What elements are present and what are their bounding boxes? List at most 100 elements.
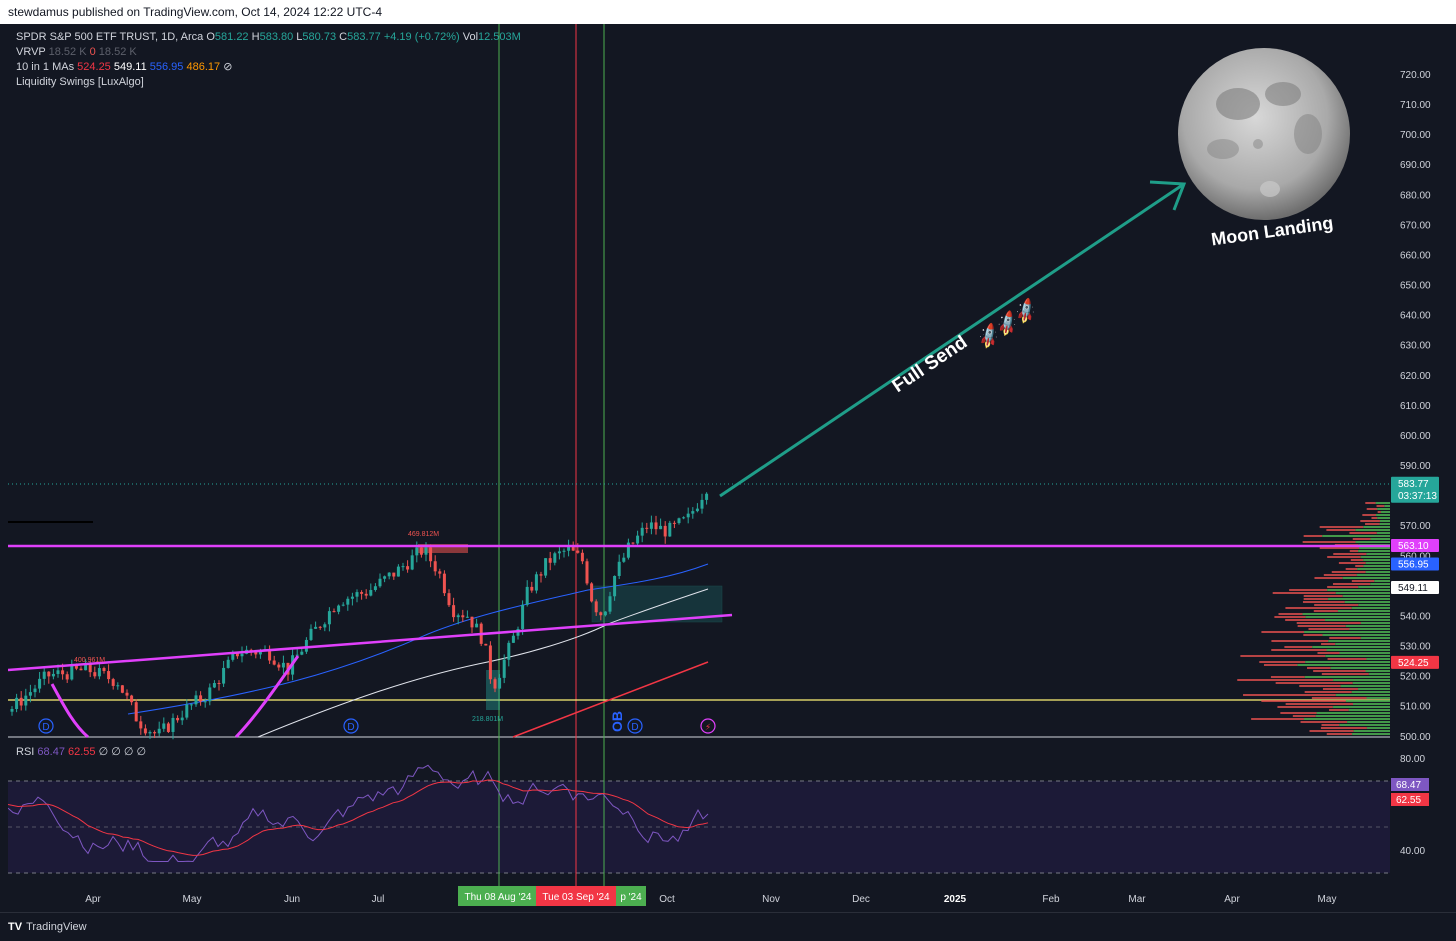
vp-bar-buy — [1344, 601, 1390, 603]
candle-body — [65, 674, 69, 680]
candle-body — [19, 697, 23, 706]
vp-bar-buy — [1327, 598, 1390, 600]
vp-bar-buy — [1365, 670, 1390, 672]
vp-bar-buy — [1380, 511, 1390, 513]
vol-label-c: 218.801M — [472, 716, 503, 723]
candle-body — [277, 664, 281, 668]
candle-body — [613, 575, 617, 597]
candle-body — [143, 728, 147, 734]
candle-body — [369, 590, 373, 596]
candle-body — [387, 572, 391, 577]
publisher-bar: stewdamus published on TradingView.com, … — [0, 0, 1456, 24]
candle-body — [507, 642, 511, 660]
candle-body — [544, 558, 548, 576]
full-send-label: Full Send — [889, 332, 972, 397]
vp-bar-buy — [1345, 625, 1390, 627]
footer: TV TradingView — [0, 912, 1456, 941]
candle-body — [208, 687, 212, 702]
price-tick: 500.00 — [1400, 732, 1431, 743]
candle-body — [258, 650, 262, 655]
candle-body — [571, 545, 575, 551]
vp-bar-sell — [1243, 694, 1336, 696]
candle-body — [493, 679, 497, 689]
candle-body — [203, 701, 207, 703]
currency-button[interactable]: USD — [1395, 27, 1445, 49]
vp-bar-buy — [1345, 700, 1390, 702]
candle-body — [111, 679, 115, 686]
vol-label-a: 469.812M — [408, 531, 439, 538]
vp-bar-sell — [1240, 655, 1326, 657]
vp-bar-sell — [1349, 550, 1359, 552]
vp-bar-buy — [1370, 583, 1390, 585]
candle-body — [498, 677, 502, 689]
vp-bar-buy — [1348, 709, 1390, 711]
candle-body — [488, 645, 492, 680]
candle-body — [148, 732, 152, 734]
candle-body — [364, 593, 368, 596]
candle-body — [327, 611, 331, 625]
tradingview-logo: TV TradingView — [8, 913, 87, 941]
price-badge-text: 549.11 — [1398, 583, 1428, 594]
dividend-d-3: D — [631, 722, 638, 733]
price-badge — [1391, 538, 1439, 552]
vp-bar-sell — [1331, 571, 1366, 573]
candle-body — [171, 717, 175, 732]
vp-bar-sell — [1327, 556, 1361, 558]
candle-body — [562, 550, 566, 552]
vp-bar-sell — [1285, 703, 1353, 705]
candle-body — [189, 704, 193, 706]
chart-area[interactable]: Moon Landing Full Send 🚀🚀🚀 OB D D D ⚡ 46… — [7, 24, 1390, 910]
legend-symbol: SPDR S&P 500 ETF TRUST, 1D, Arca — [16, 31, 204, 43]
vp-bar-sell — [1300, 721, 1348, 723]
vp-bar-buy — [1359, 547, 1390, 549]
candle-body — [116, 685, 120, 687]
candle-body — [341, 604, 345, 606]
vp-bar-buy — [1358, 586, 1390, 588]
candle-body — [548, 558, 552, 563]
candle-body — [534, 574, 538, 591]
candle-body — [235, 652, 239, 657]
vp-bar-sell — [1309, 730, 1354, 732]
vp-bar-sell — [1320, 727, 1367, 729]
candle-body — [424, 547, 428, 555]
candle-body — [585, 561, 589, 584]
arc-right — [234, 655, 300, 739]
vp-bar-sell — [1313, 610, 1338, 612]
vp-bar-sell — [1308, 628, 1350, 630]
candle-body — [410, 555, 414, 570]
candle-body — [525, 586, 529, 605]
vp-bar-sell — [1285, 607, 1352, 609]
vp-bar-buy — [1377, 508, 1390, 510]
vp-bar-sell — [1304, 691, 1352, 693]
vp-bar-sell — [1360, 520, 1380, 522]
candles — [10, 492, 709, 740]
vp-bar-buy — [1304, 631, 1390, 633]
vp-bar-buy — [1368, 673, 1390, 675]
candle-body — [438, 571, 442, 574]
candle-body — [429, 547, 433, 562]
vp-bar-sell — [1321, 673, 1369, 675]
ob-label: OB — [609, 711, 625, 732]
vp-bar-buy — [1335, 643, 1390, 645]
vp-bar-buy — [1324, 619, 1390, 621]
candle-body — [134, 702, 138, 722]
vp-bar-buy — [1351, 607, 1390, 609]
vp-bar-sell — [1333, 553, 1367, 555]
candle-body — [157, 728, 161, 734]
vp-bar-sell — [1329, 637, 1361, 639]
candle-body — [705, 493, 709, 500]
candle-body — [539, 574, 543, 576]
price-tick: 650.00 — [1400, 281, 1431, 292]
candle-body — [668, 522, 672, 537]
price-badge — [1391, 557, 1439, 571]
dividend-marker-1: D — [38, 718, 54, 734]
price-chart-svg[interactable]: Moon Landing Full Send 🚀🚀🚀 OB D D D ⚡ 46… — [7, 24, 1390, 910]
vp-bar-buy — [1322, 634, 1390, 636]
vp-bar-buy — [1351, 691, 1390, 693]
vp-bar-buy — [1377, 517, 1390, 519]
candle-body — [212, 683, 216, 688]
candle-body — [162, 723, 166, 729]
price-badge-text: 583.77 — [1398, 479, 1429, 490]
candle-body — [107, 671, 111, 680]
vp-bar-buy — [1303, 718, 1390, 720]
